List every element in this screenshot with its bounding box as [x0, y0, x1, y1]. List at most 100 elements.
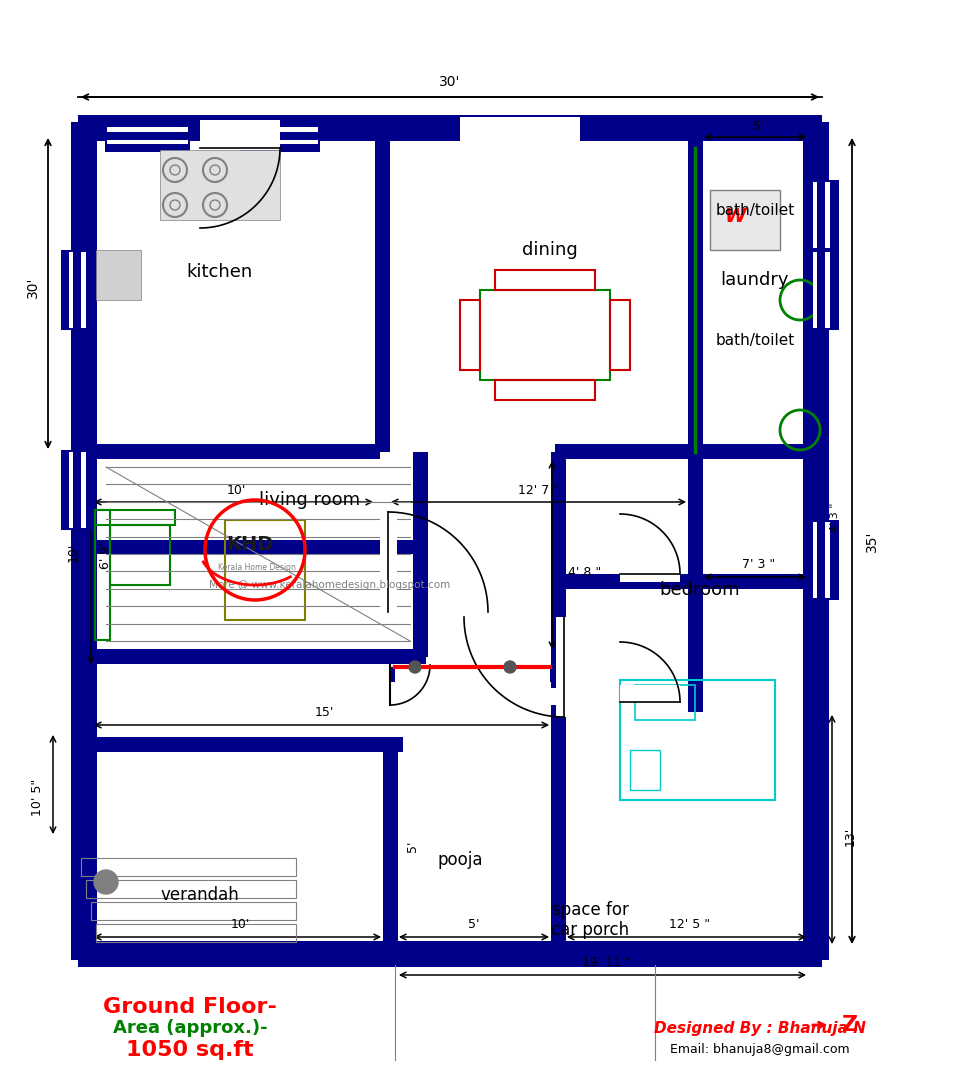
Bar — [812, 522, 829, 598]
Bar — [91, 540, 425, 554]
Text: 35': 35' — [865, 530, 878, 552]
Bar — [95, 510, 110, 640]
Text: KHD: KHD — [226, 536, 274, 554]
Bar — [495, 270, 595, 291]
Bar — [420, 688, 569, 705]
Bar — [73, 453, 81, 528]
Bar — [688, 135, 702, 453]
Bar — [78, 941, 822, 967]
Text: space for
car porch: space for car porch — [551, 901, 629, 940]
Text: 4' 3 ": 4' 3 " — [829, 502, 839, 531]
Bar — [200, 120, 280, 150]
Bar — [71, 122, 97, 960]
Text: 7' 3 ": 7' 3 " — [741, 557, 775, 570]
Bar — [804, 519, 838, 600]
Bar — [240, 118, 320, 152]
Bar — [91, 649, 425, 664]
Text: bath/toilet: bath/toilet — [715, 333, 794, 348]
Text: 6' 9": 6' 9" — [99, 540, 111, 569]
Bar — [619, 685, 680, 702]
Bar — [242, 127, 318, 144]
Bar — [73, 252, 81, 328]
Bar — [86, 880, 295, 897]
Bar — [382, 745, 398, 947]
Bar — [812, 252, 829, 328]
Text: Kerala Home Design: Kerala Home Design — [218, 564, 295, 572]
Bar — [635, 685, 694, 720]
Bar — [68, 252, 86, 328]
Bar — [394, 666, 550, 683]
Bar — [817, 183, 824, 248]
Text: Ground Floor-: Ground Floor- — [103, 997, 277, 1017]
Bar — [812, 183, 829, 248]
Bar — [556, 617, 572, 717]
Text: Email: bhanuja8@gmail.com: Email: bhanuja8@gmail.com — [670, 1043, 849, 1056]
Text: laundry: laundry — [720, 271, 788, 289]
Bar — [630, 750, 659, 789]
Text: 10': 10' — [67, 542, 79, 562]
Bar — [96, 249, 141, 300]
Bar — [110, 525, 170, 585]
Bar — [619, 565, 680, 582]
Bar — [225, 519, 305, 620]
Bar — [242, 132, 318, 140]
Bar — [91, 902, 295, 920]
Bar — [61, 249, 95, 330]
Bar — [460, 300, 479, 370]
Text: 10' 5": 10' 5" — [31, 779, 44, 816]
Bar — [495, 380, 595, 400]
Text: 15': 15' — [315, 706, 333, 719]
Bar — [95, 510, 175, 525]
Text: Designed By : Bhanuja N: Designed By : Bhanuja N — [653, 1021, 866, 1036]
Bar — [91, 737, 403, 752]
Bar — [107, 127, 188, 144]
Bar — [817, 522, 824, 598]
Text: 30': 30' — [439, 75, 461, 89]
Text: 1050 sq.ft: 1050 sq.ft — [126, 1040, 253, 1059]
Bar — [68, 453, 86, 528]
Bar — [804, 180, 838, 249]
Text: 10': 10' — [227, 484, 245, 497]
Text: 19' 11 ": 19' 11 " — [581, 957, 630, 970]
Text: More @ www.keralahomedesign.blogspot.com: More @ www.keralahomedesign.blogspot.com — [209, 580, 450, 590]
Text: bedroom: bedroom — [659, 581, 739, 599]
Bar — [61, 450, 95, 530]
Bar — [709, 190, 779, 249]
Text: 4' 8 ": 4' 8 " — [567, 566, 600, 579]
Text: living room: living room — [259, 491, 360, 509]
Bar — [91, 444, 379, 459]
Bar — [551, 453, 565, 947]
Bar — [413, 453, 427, 652]
Text: bath/toilet: bath/toilet — [715, 203, 794, 217]
Bar — [389, 667, 557, 681]
Bar — [557, 445, 808, 458]
Text: dining: dining — [521, 241, 577, 259]
Text: 5': 5' — [467, 918, 479, 931]
Text: 13': 13' — [843, 826, 856, 846]
Bar — [804, 249, 838, 330]
Text: verandah: verandah — [160, 886, 240, 904]
Bar — [802, 122, 828, 960]
Circle shape — [504, 661, 515, 673]
Bar — [379, 512, 397, 612]
Text: 10': 10' — [231, 918, 250, 931]
Bar — [105, 118, 190, 152]
Bar — [81, 858, 295, 876]
Bar — [817, 252, 824, 328]
Bar — [479, 291, 609, 380]
Text: 12' 5 ": 12' 5 " — [669, 918, 710, 931]
Bar — [413, 453, 427, 657]
Text: W: W — [725, 207, 746, 226]
Bar — [555, 444, 808, 459]
Bar — [609, 300, 630, 370]
Bar — [460, 117, 579, 161]
Circle shape — [409, 661, 421, 673]
Text: 5': 5' — [406, 840, 419, 852]
Circle shape — [94, 870, 118, 894]
Text: 12' 7 ": 12' 7 " — [517, 484, 558, 497]
Bar — [78, 114, 822, 141]
Bar — [619, 680, 775, 800]
Bar — [96, 924, 295, 942]
Bar — [557, 573, 808, 589]
Text: 30': 30' — [26, 276, 40, 298]
